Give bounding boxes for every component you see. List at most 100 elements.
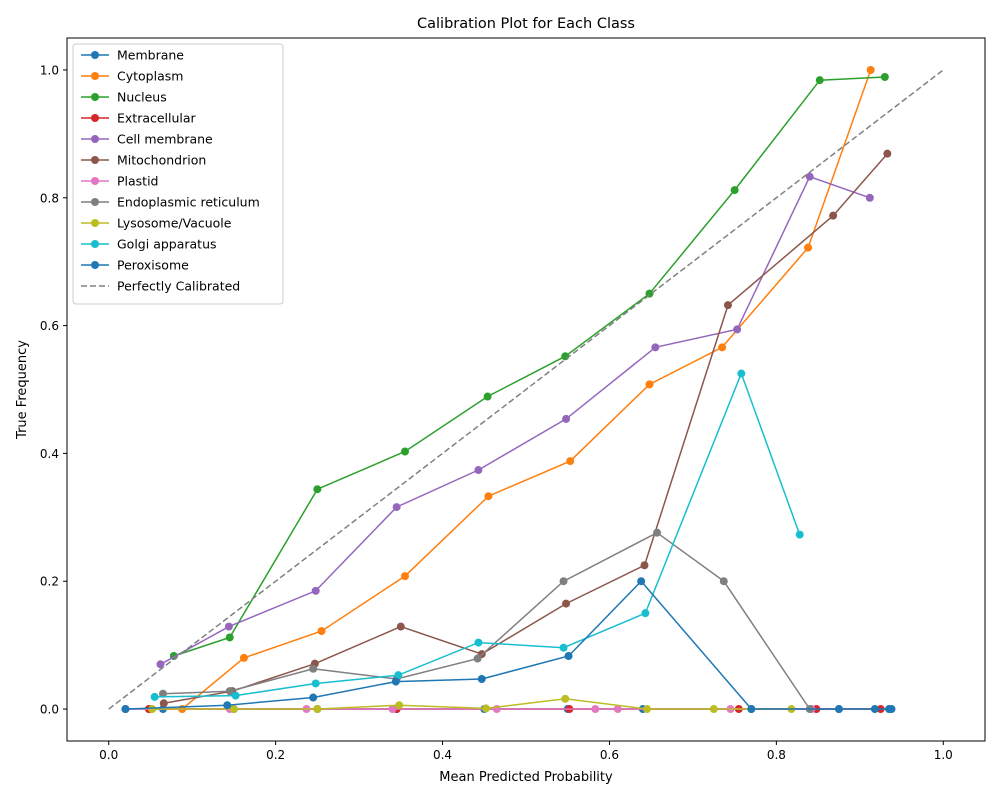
data-point-peroxisome — [223, 701, 232, 710]
data-point-cell-membrane — [562, 414, 571, 423]
data-point-nucleus — [225, 633, 234, 642]
legend-label: Mitochondrion — [117, 153, 206, 168]
legend-marker — [91, 114, 99, 122]
data-point-mitochondrion — [829, 211, 838, 220]
legend-marker — [91, 156, 99, 164]
legend-label: Nucleus — [117, 90, 167, 105]
legend-marker — [91, 261, 99, 269]
data-point-golgi-apparatus — [394, 671, 403, 680]
data-point-cytoplasm — [317, 627, 326, 636]
y-tick-label: 0.8 — [40, 191, 59, 205]
data-point-nucleus — [880, 72, 889, 81]
data-point-peroxisome — [747, 705, 756, 714]
data-point-golgi-apparatus — [641, 609, 650, 618]
data-point-lysosome-vacuole — [313, 705, 322, 714]
data-point-cytoplasm — [866, 65, 875, 74]
data-point-plastid — [388, 705, 397, 714]
data-point-golgi-apparatus — [559, 643, 568, 652]
legend-marker — [91, 219, 99, 227]
legend-marker — [91, 51, 99, 59]
chart-title: Calibration Plot for Each Class — [417, 16, 635, 32]
data-point-golgi-apparatus — [311, 679, 320, 688]
y-tick-label: 1.0 — [40, 63, 59, 77]
perfect-calibration-line — [108, 69, 944, 710]
series-line-mitochondrion — [163, 153, 888, 705]
legend-label: Extracellular — [117, 111, 197, 126]
data-point-cytoplasm — [566, 457, 575, 466]
data-point-plastid — [591, 705, 600, 714]
x-tick-label: 0.4 — [433, 748, 452, 762]
x-axis-label: Mean Predicted Probability — [439, 770, 613, 785]
legend-label: Cell membrane — [117, 132, 213, 147]
data-point-peroxisome — [391, 677, 400, 686]
y-tick-label: 0.6 — [40, 319, 59, 333]
legend-label: Golgi apparatus — [117, 237, 217, 252]
data-point-peroxisome — [309, 693, 318, 702]
x-tick-label: 0.8 — [767, 748, 786, 762]
legend-label: Perfectly Calibrated — [117, 279, 240, 294]
legend-box — [72, 43, 284, 305]
data-point-lysosome-vacuole — [481, 704, 490, 713]
data-point-mitochondrion — [562, 599, 571, 608]
y-tick-label: 0.4 — [40, 447, 59, 461]
data-point-peroxisome — [887, 705, 896, 714]
data-point-cell-membrane — [392, 503, 401, 512]
data-point-endoplasmic-reticulum — [309, 664, 318, 673]
data-point-peroxisome — [564, 652, 573, 661]
data-point-cytoplasm — [400, 572, 409, 581]
data-point-endoplasmic-reticulum — [473, 654, 482, 663]
legend-label: Cytoplasm — [117, 69, 183, 84]
data-point-lysosome-vacuole — [395, 701, 404, 710]
data-point-cytoplasm — [484, 492, 493, 501]
data-point-endoplasmic-reticulum — [719, 577, 728, 586]
data-point-mitochondrion — [723, 301, 732, 310]
data-point-endoplasmic-reticulum — [653, 528, 662, 537]
x-tick-label: 1.0 — [934, 748, 953, 762]
plot-area — [108, 65, 944, 714]
data-point-endoplasmic-reticulum — [559, 577, 568, 586]
y-tick-label: 0.0 — [40, 703, 59, 717]
data-point-peroxisome — [637, 577, 646, 586]
data-point-nucleus — [815, 76, 824, 85]
legend-label: Lysosome/Vacuole — [117, 216, 232, 231]
data-point-mitochondrion — [396, 622, 405, 631]
data-point-cytoplasm — [718, 343, 727, 352]
data-point-golgi-apparatus — [795, 530, 804, 539]
y-tick-label: 0.2 — [40, 575, 59, 589]
legend-marker — [91, 72, 99, 80]
series-line-nucleus — [173, 76, 885, 657]
legend-label: Membrane — [117, 48, 184, 63]
legend-label: Peroxisome — [117, 258, 189, 273]
data-point-cell-membrane — [805, 172, 814, 181]
data-point-cytoplasm — [645, 380, 654, 389]
x-tick-label: 0.0 — [99, 748, 118, 762]
data-point-peroxisome — [121, 705, 130, 714]
legend: Membrane Cytoplasm Nucleus Extracellular Cel… — [72, 43, 284, 305]
data-point-nucleus — [483, 392, 492, 401]
data-point-nucleus — [400, 447, 409, 456]
legend-marker — [91, 93, 99, 101]
data-point-cell-membrane — [474, 466, 483, 475]
data-point-mitochondrion — [883, 149, 892, 158]
data-point-nucleus — [561, 352, 570, 361]
data-point-peroxisome — [477, 675, 486, 684]
data-point-cell-membrane — [733, 325, 742, 334]
data-point-cytoplasm — [239, 653, 248, 662]
data-point-golgi-apparatus — [737, 369, 746, 378]
data-point-peroxisome — [834, 705, 843, 714]
data-point-cytoplasm — [804, 243, 813, 252]
data-point-plastid — [613, 705, 622, 714]
data-point-nucleus — [730, 186, 739, 195]
data-point-lysosome-vacuole — [229, 705, 238, 714]
data-point-cell-membrane — [865, 193, 874, 202]
data-point-nucleus — [313, 485, 322, 494]
data-point-cell-membrane — [224, 622, 233, 631]
data-point-endoplasmic-reticulum — [225, 687, 234, 696]
x-tick-label: 0.6 — [600, 748, 619, 762]
data-point-golgi-apparatus — [474, 638, 483, 647]
plot-frame — [66, 37, 986, 742]
x-axis: 0.0 0.2 0.4 0.6 0.8 1.0 — [99, 741, 953, 762]
data-point-cell-membrane — [651, 343, 660, 352]
legend-label: Plastid — [117, 174, 159, 189]
